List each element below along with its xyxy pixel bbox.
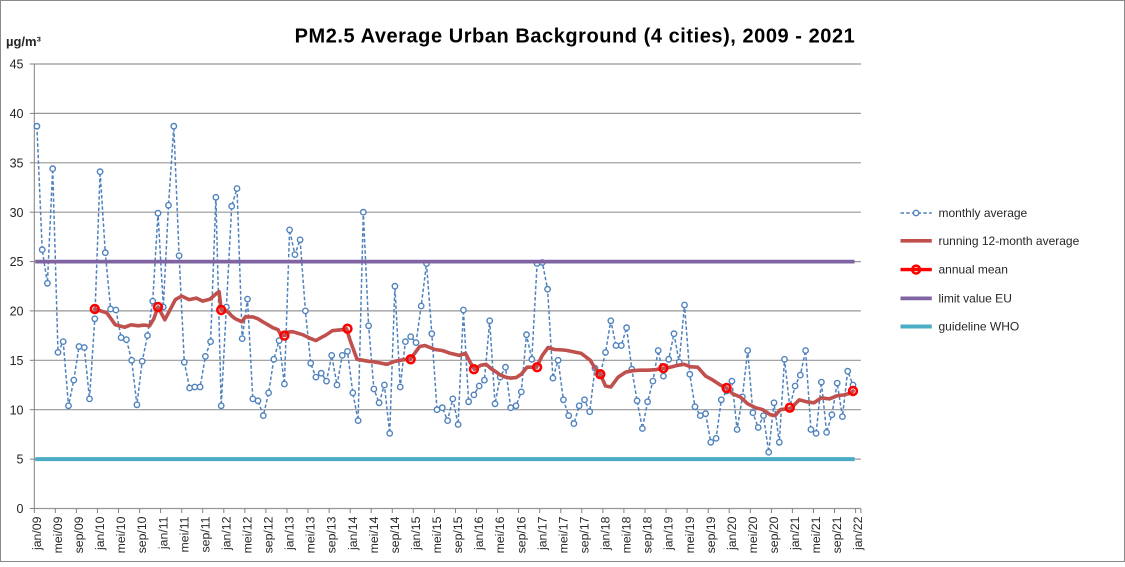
- svg-text:mei/15: mei/15: [430, 516, 444, 553]
- svg-text:sep/14: sep/14: [388, 516, 402, 553]
- svg-text:PM2.5 Average Urban Background: PM2.5 Average Urban Background (4 cities…: [295, 26, 856, 48]
- svg-text:jan/17: jan/17: [535, 516, 549, 551]
- svg-text:10: 10: [10, 403, 24, 417]
- svg-text:limit value EU: limit value EU: [939, 291, 1012, 305]
- svg-text:0: 0: [17, 502, 24, 516]
- svg-text:jan/15: jan/15: [409, 516, 423, 551]
- svg-text:mei/20: mei/20: [746, 516, 760, 553]
- svg-text:mei/17: mei/17: [556, 516, 570, 553]
- svg-text:mei/19: mei/19: [683, 516, 697, 553]
- svg-text:µg/m³: µg/m³: [6, 34, 42, 49]
- svg-text:jan/13: jan/13: [283, 516, 297, 551]
- svg-text:jan/11: jan/11: [156, 516, 170, 550]
- svg-text:mei/13: mei/13: [304, 516, 318, 553]
- svg-text:sep/17: sep/17: [578, 516, 592, 553]
- svg-text:15: 15: [10, 354, 24, 368]
- svg-text:sep/10: sep/10: [135, 516, 149, 553]
- svg-text:sep/20: sep/20: [767, 516, 781, 553]
- svg-text:jan/10: jan/10: [93, 516, 107, 551]
- svg-text:25: 25: [10, 255, 24, 269]
- svg-text:sep/12: sep/12: [262, 516, 276, 553]
- svg-text:mei/16: mei/16: [493, 516, 507, 553]
- svg-text:mei/09: mei/09: [51, 516, 65, 553]
- svg-text:mei/11: mei/11: [177, 516, 191, 552]
- svg-text:40: 40: [10, 107, 24, 121]
- svg-text:sep/19: sep/19: [704, 516, 718, 553]
- svg-text:jan/20: jan/20: [725, 516, 739, 551]
- svg-text:mei/12: mei/12: [241, 516, 255, 553]
- svg-text:jan/22: jan/22: [851, 516, 865, 551]
- svg-text:sep/18: sep/18: [641, 516, 655, 553]
- svg-text:jan/09: jan/09: [30, 516, 44, 551]
- svg-text:sep/16: sep/16: [514, 516, 528, 553]
- svg-text:jan/14: jan/14: [346, 516, 360, 551]
- svg-text:jan/21: jan/21: [788, 516, 802, 551]
- svg-text:jan/12: jan/12: [219, 516, 233, 551]
- svg-text:sep/09: sep/09: [72, 516, 86, 553]
- svg-text:jan/18: jan/18: [599, 516, 613, 551]
- svg-text:mei/14: mei/14: [367, 516, 381, 553]
- svg-text:monthly average: monthly average: [939, 206, 1028, 220]
- svg-text:mei/18: mei/18: [620, 516, 634, 553]
- svg-text:jan/19: jan/19: [662, 516, 676, 551]
- svg-text:45: 45: [10, 58, 24, 72]
- svg-text:sep/21: sep/21: [830, 516, 844, 553]
- svg-text:sep/13: sep/13: [325, 516, 339, 553]
- svg-text:35: 35: [10, 156, 24, 170]
- svg-text:guideline WHO: guideline WHO: [939, 320, 1020, 334]
- svg-text:sep/11: sep/11: [198, 516, 212, 552]
- svg-text:mei/10: mei/10: [114, 516, 128, 553]
- svg-text:mei/21: mei/21: [809, 516, 823, 553]
- svg-text:annual mean: annual mean: [939, 263, 1008, 277]
- svg-text:30: 30: [10, 206, 24, 220]
- svg-text:20: 20: [10, 305, 24, 319]
- svg-text:running 12-month average: running 12-month average: [939, 234, 1080, 248]
- svg-text:sep/15: sep/15: [451, 516, 465, 553]
- svg-text:jan/16: jan/16: [472, 516, 486, 551]
- svg-text:5: 5: [17, 453, 24, 467]
